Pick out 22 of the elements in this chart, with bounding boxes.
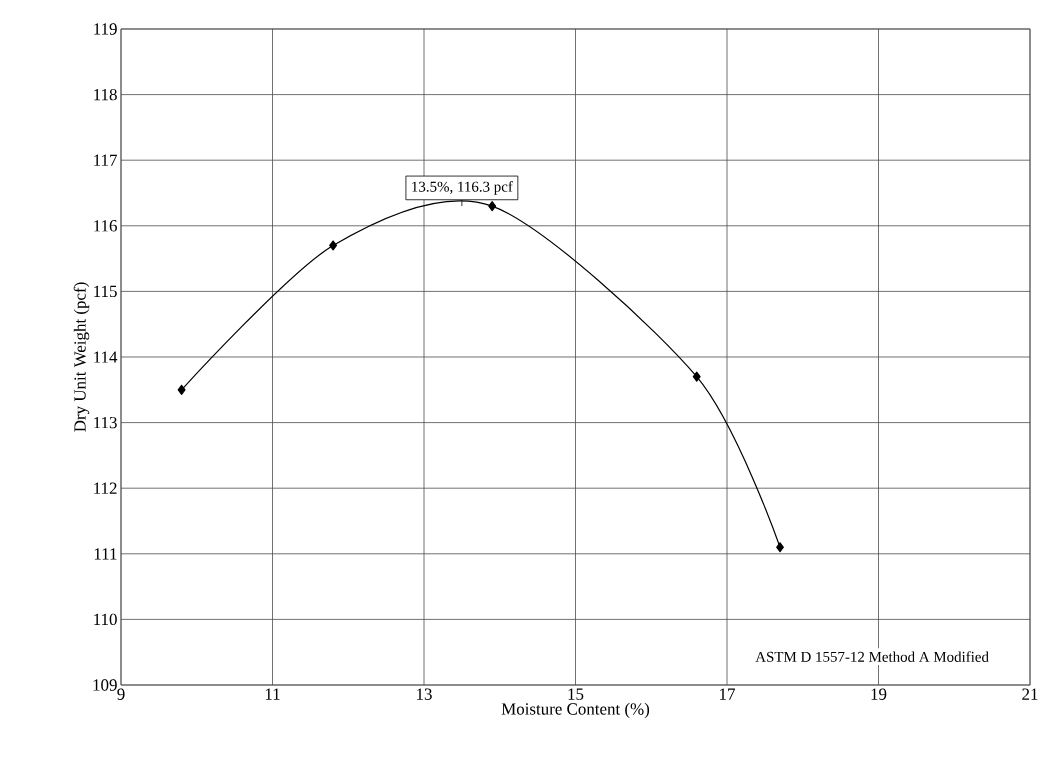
x-tick-label: 11	[265, 688, 280, 700]
x-tick-label: 15	[568, 688, 584, 700]
y-tick-label: 115	[94, 285, 117, 298]
x-tick-label: 9	[117, 688, 125, 700]
y-tick-label: 112	[94, 482, 117, 494]
y-tick-label: 117	[94, 154, 117, 166]
x-tick-label: 21	[1022, 688, 1038, 700]
y-axis-title: Dry Unit Weight (pcf)	[73, 282, 90, 432]
x-axis-title: Moisture Content (%)	[501, 702, 650, 719]
annotation: 13.5%, 116.3 pcf	[412, 181, 513, 195]
y-tick-label: 119	[94, 23, 117, 35]
annotation: ASTM D 1557-12 Method A Modified	[755, 651, 989, 662]
y-tick-label: 110	[94, 613, 117, 626]
y-tick-label: 111	[94, 548, 117, 560]
x-tick-label: 17	[720, 688, 735, 700]
y-tick-label: 114	[94, 351, 118, 363]
y-tick-label: 109	[93, 679, 117, 691]
x-tick-label: 19	[871, 688, 887, 700]
y-tick-label: 113	[94, 416, 117, 429]
y-tick-label: 116	[94, 220, 117, 232]
y-tick-label: 118	[94, 88, 117, 101]
x-tick-label: 13	[417, 688, 432, 700]
